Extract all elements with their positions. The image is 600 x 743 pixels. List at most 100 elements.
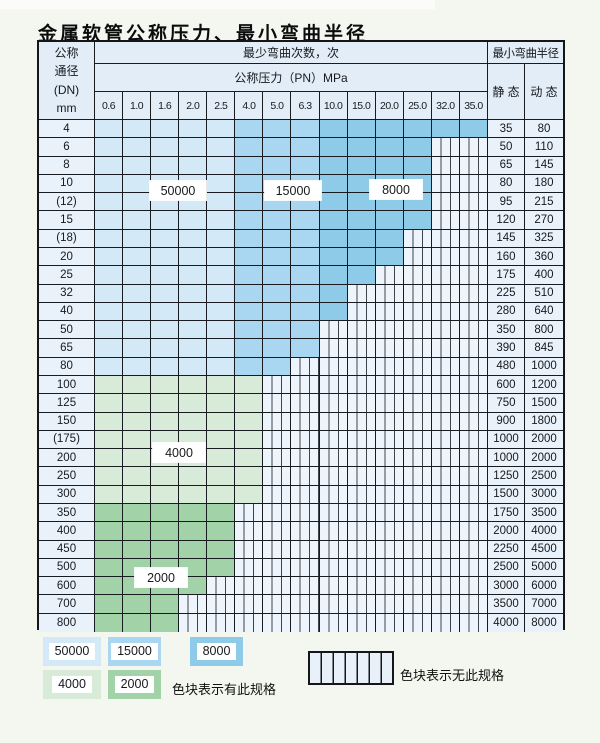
no-spec-cell-350-15.0 — [347, 504, 376, 523]
spec-cell-20-1.0 — [123, 248, 152, 267]
spec-cell-8-10.0 — [319, 156, 348, 175]
spec-cell-400-0.6 — [95, 522, 124, 541]
spec-cell-125-2.5 — [207, 394, 236, 413]
no-spec-cell-400-5.0 — [263, 522, 292, 541]
no-spec-cell-300-25.0 — [403, 485, 432, 504]
spec-cell-4-35.0 — [459, 120, 488, 139]
pressure-col-header-4.0: 4.0 — [235, 92, 264, 120]
no-spec-cell-200-10.0 — [319, 449, 348, 468]
spec-cell-100-0.6 — [95, 376, 124, 395]
no-spec-cell-700-32.0 — [431, 595, 460, 614]
dynamic-radius-cell-(12): 215 — [524, 193, 563, 212]
no-spec-cell-600-15.0 — [347, 577, 376, 596]
no-spec-cell-125-32.0 — [431, 394, 460, 413]
spec-cell-150-4.0 — [235, 412, 264, 431]
legend-label-8000: 8000 — [196, 643, 237, 660]
static-radius-cell-350: 1750 — [487, 504, 525, 523]
spec-cell-15-10.0 — [319, 211, 348, 230]
spec-cell-200-2.5 — [207, 449, 236, 468]
corner-line-4: mm — [56, 101, 77, 115]
dynamic-radius-cell-20: 360 — [524, 248, 563, 267]
dn-cell-(175): (175) — [39, 430, 95, 450]
no-spec-cell-50-15.0 — [347, 321, 376, 340]
no-spec-cell-200-6.3 — [291, 449, 320, 468]
no-spec-cell-(18)-32.0 — [431, 229, 460, 248]
no-spec-cell-(175)-25.0 — [403, 430, 432, 450]
no-spec-cell-125-6.3 — [291, 394, 320, 413]
spec-cell-80-4.0 — [235, 357, 264, 376]
spec-cell-4-4.0 — [235, 120, 264, 139]
spec-cell-800-1.6 — [151, 613, 180, 632]
no-spec-cell-125-5.0 — [263, 394, 292, 413]
static-radius-cell-450: 2250 — [487, 540, 525, 559]
spec-cell-(18)-15.0 — [347, 229, 376, 248]
no-spec-cell-500-35.0 — [459, 558, 488, 578]
static-radius-cell-80: 480 — [487, 357, 525, 376]
spec-cell-20-4.0 — [235, 248, 264, 267]
legend-swatch-4000: 4000 — [43, 670, 101, 699]
no-spec-cell-200-5.0 — [263, 449, 292, 468]
no-spec-cell-50-32.0 — [431, 321, 460, 340]
corner-line-3: (DN) — [53, 82, 80, 97]
spec-cell-25-1.0 — [123, 266, 152, 285]
dynamic-radius-cell-4: 80 — [524, 120, 563, 139]
dynamic-radius-cell-40: 640 — [524, 302, 563, 322]
spec-cell-700-1.6 — [151, 595, 180, 614]
spec-cell-150-1.0 — [123, 412, 152, 431]
dn-cell-(18): (18) — [39, 229, 95, 248]
dynamic-radius-cell-80: 1000 — [524, 357, 563, 376]
spec-cell-250-2.5 — [207, 467, 236, 486]
no-spec-cell-700-2.0 — [179, 595, 208, 614]
spec-cell-250-4.0 — [235, 467, 264, 486]
no-spec-cell-800-4.0 — [235, 613, 264, 632]
static-radius-cell-500: 2500 — [487, 558, 525, 578]
no-spec-cell-65-10.0 — [319, 339, 348, 358]
spec-cell-250-1.0 — [123, 467, 152, 486]
no-spec-cell-(175)-5.0 — [263, 430, 292, 450]
spec-cell-50-6.3 — [291, 321, 320, 340]
no-spec-cell-50-35.0 — [459, 321, 488, 340]
region-label-2000: 2000 — [135, 568, 187, 587]
dynamic-radius-cell-25: 400 — [524, 266, 563, 285]
dn-cell-50: 50 — [39, 321, 95, 340]
dn-cell-200: 200 — [39, 449, 95, 468]
no-spec-cell-200-32.0 — [431, 449, 460, 468]
spec-cell-40-5.0 — [263, 302, 292, 322]
no-spec-cell-600-35.0 — [459, 577, 488, 596]
dn-cell-250: 250 — [39, 467, 95, 486]
spec-cell-300-2.0 — [179, 485, 208, 504]
spec-cell-15-2.5 — [207, 211, 236, 230]
table-header: 公称 通径 (DN) mm 最少弯曲次数，次 最小弯曲半径 公称压力（PN）MP… — [39, 42, 563, 120]
no-spec-cell-80-20.0 — [375, 357, 404, 376]
spec-cell-350-2.5 — [207, 504, 236, 523]
spec-cell-50-4.0 — [235, 321, 264, 340]
spec-cell-40-0.6 — [95, 302, 124, 322]
no-spec-cell-80-32.0 — [431, 357, 460, 376]
no-spec-cell-65-25.0 — [403, 339, 432, 358]
no-spec-cell-600-20.0 — [375, 577, 404, 596]
spec-cell-50-2.5 — [207, 321, 236, 340]
spec-cell-350-0.6 — [95, 504, 124, 523]
no-spec-cell-350-6.3 — [291, 504, 320, 523]
spec-cell-50-0.6 — [95, 321, 124, 340]
spec-cell-6-0.6 — [95, 138, 124, 157]
no-spec-cell-(18)-35.0 — [459, 229, 488, 248]
legend-swatch-2000: 2000 — [108, 670, 161, 699]
no-spec-cell-80-10.0 — [319, 357, 348, 376]
spec-cell-450-2.5 — [207, 540, 236, 559]
spec-cell-15-25.0 — [403, 211, 432, 230]
spec-cell-(175)-2.5 — [207, 430, 236, 450]
spec-cell-4-32.0 — [431, 120, 460, 139]
dn-cell-100: 100 — [39, 376, 95, 395]
spec-cell-50-5.0 — [263, 321, 292, 340]
no-spec-cell-50-10.0 — [319, 321, 348, 340]
spec-cell-450-2.0 — [179, 540, 208, 559]
spec-cell-8-1.6 — [151, 156, 180, 175]
spec-cell-20-15.0 — [347, 248, 376, 267]
no-spec-cell-100-5.0 — [263, 376, 292, 395]
legend-unavailable-label: 色块表示无此规格 — [400, 668, 505, 683]
pressure-col-header-6.3: 6.3 — [291, 92, 320, 120]
spec-cell-8-15.0 — [347, 156, 376, 175]
no-spec-cell-500-10.0 — [319, 558, 348, 578]
static-radius-cell-25: 175 — [487, 266, 525, 285]
